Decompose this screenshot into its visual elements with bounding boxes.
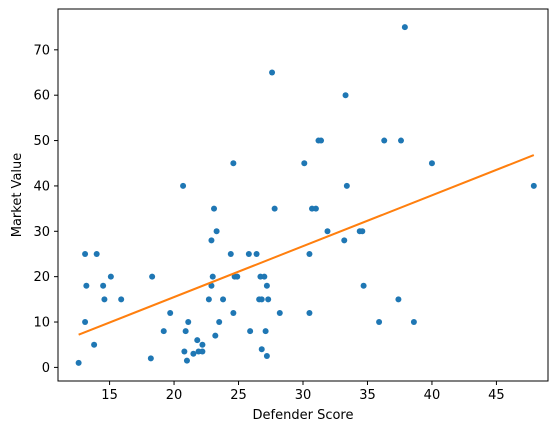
data-point (306, 250, 313, 257)
data-point (341, 237, 348, 244)
y-tick-label: 10 (33, 316, 50, 331)
data-point (360, 282, 367, 289)
data-point (376, 319, 383, 326)
data-point (258, 346, 265, 353)
y-tick-label: 50 (33, 134, 50, 149)
x-tick-label: 25 (230, 388, 247, 403)
x-tick-label: 40 (424, 388, 441, 403)
x-tick-label: 20 (166, 388, 183, 403)
data-point (227, 250, 234, 257)
data-point (213, 228, 220, 235)
data-point (269, 69, 276, 76)
data-point (401, 24, 408, 31)
data-point (149, 273, 156, 280)
data-point (211, 205, 218, 212)
data-point (530, 182, 537, 189)
data-point (75, 359, 82, 366)
data-point (276, 309, 283, 316)
data-point (199, 348, 206, 355)
data-point (93, 250, 100, 257)
data-point (91, 341, 98, 348)
data-point (208, 282, 215, 289)
data-point (342, 92, 349, 99)
x-axis-label: Defender Score (253, 408, 354, 423)
data-point (318, 137, 325, 144)
data-point (262, 328, 269, 335)
data-point (208, 237, 215, 244)
data-point (118, 296, 125, 303)
data-point (359, 228, 366, 235)
y-tick-label: 20 (33, 270, 50, 285)
data-point (82, 319, 89, 326)
data-point (324, 228, 331, 235)
data-point (263, 282, 270, 289)
data-point (199, 341, 206, 348)
data-point (181, 348, 188, 355)
y-tick-label: 60 (33, 89, 50, 104)
data-point (209, 273, 216, 280)
data-point (230, 160, 237, 167)
data-point (398, 137, 404, 144)
data-point (216, 319, 223, 326)
data-point (185, 319, 192, 326)
data-point (147, 355, 154, 362)
data-point (312, 205, 319, 212)
data-point (247, 328, 254, 335)
y-tick-label: 70 (33, 43, 50, 58)
data-point (83, 282, 90, 289)
y-tick-label: 0 (42, 361, 50, 376)
data-point (395, 296, 402, 303)
x-tick-label: 30 (295, 388, 312, 403)
data-point (343, 182, 350, 189)
data-point (180, 182, 187, 189)
data-point (234, 273, 241, 280)
data-point (107, 273, 114, 280)
y-tick-label: 40 (33, 179, 50, 194)
data-point (230, 309, 237, 316)
data-point (212, 332, 219, 339)
data-point (194, 337, 201, 344)
data-point (100, 282, 107, 289)
data-point (220, 296, 227, 303)
data-point (183, 357, 190, 364)
plot-frame (57, 8, 549, 382)
data-point (301, 160, 308, 167)
data-point (167, 309, 174, 316)
x-tick-label: 45 (488, 388, 505, 403)
data-point (82, 250, 89, 257)
x-tick-label: 35 (359, 388, 376, 403)
data-point (428, 160, 435, 167)
data-point (245, 250, 252, 257)
data-point (263, 353, 270, 360)
data-point (265, 296, 272, 303)
data-point (160, 328, 167, 335)
y-axis-label: Market Value (10, 153, 25, 238)
data-point (306, 309, 313, 316)
data-point (190, 350, 197, 357)
x-axis-ticks: 15 20 25 30 35 40 45 (101, 381, 505, 403)
y-axis-ticks: 0 10 20 30 40 50 60 70 (33, 43, 58, 376)
data-point (261, 273, 268, 280)
data-point (258, 296, 265, 303)
data-point (253, 250, 260, 257)
data-point (410, 319, 417, 326)
data-point (205, 296, 212, 303)
trend-line (78, 154, 535, 336)
data-points (75, 24, 537, 366)
data-point (101, 296, 108, 303)
x-tick-label: 15 (101, 388, 118, 403)
data-point (182, 328, 189, 335)
y-tick-label: 30 (33, 225, 50, 240)
data-point (271, 205, 278, 212)
data-point (381, 137, 388, 144)
